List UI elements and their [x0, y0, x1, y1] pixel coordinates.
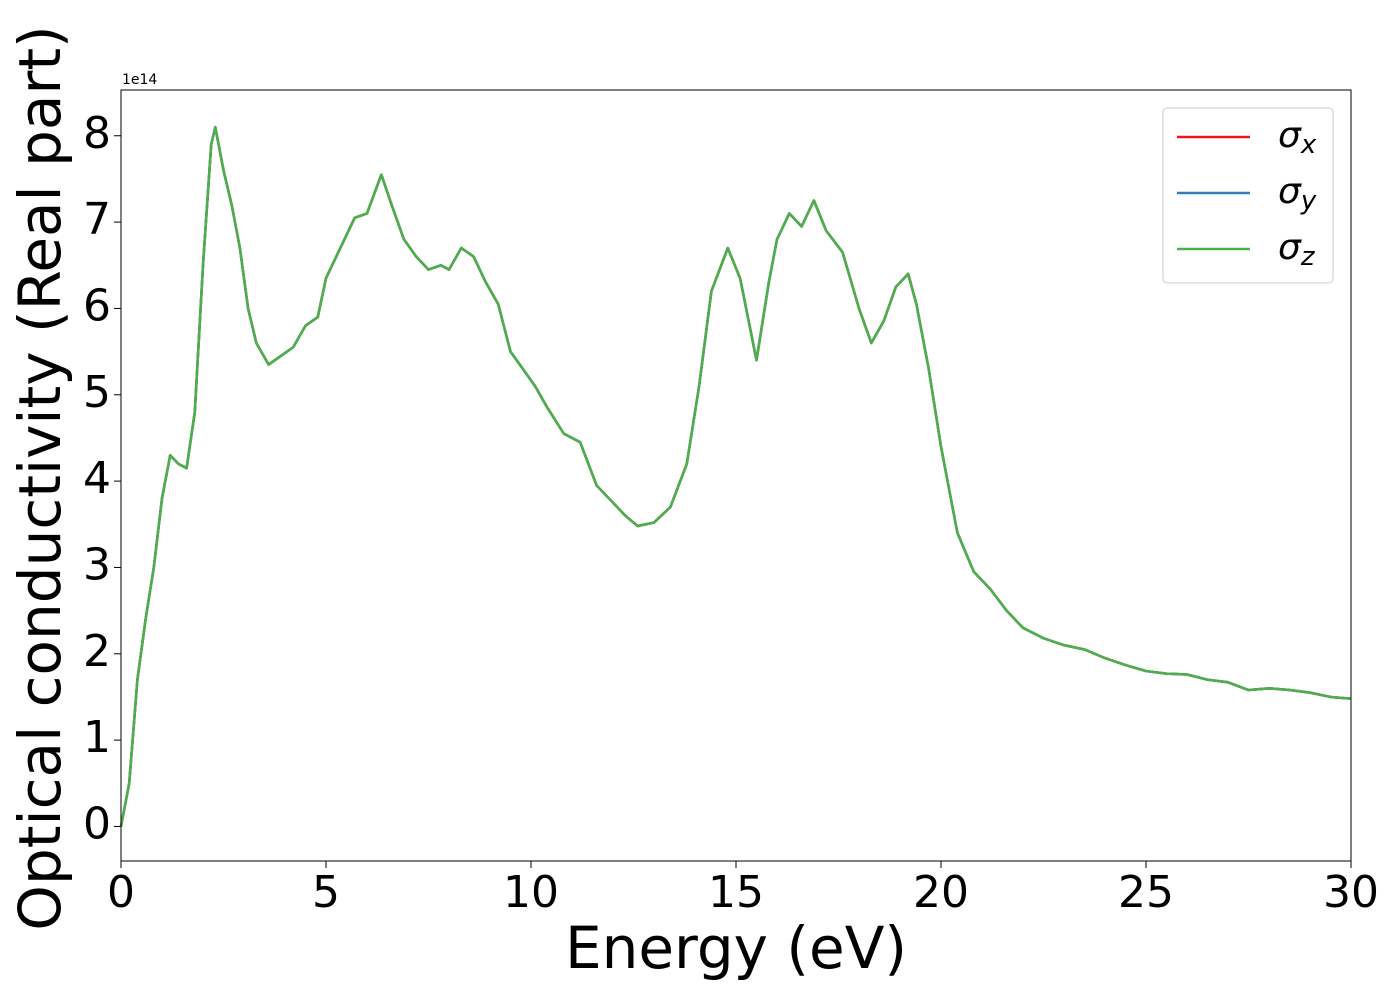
legend-label: σz	[1278, 227, 1316, 272]
y-tick-label: 6	[83, 280, 111, 331]
legend-label: σy	[1278, 171, 1317, 216]
offset-text: 1e14	[122, 72, 157, 88]
y-tick-label: 3	[83, 539, 111, 590]
series-line	[119, 125, 1352, 827]
plot-frame	[120, 89, 1352, 862]
y-tick-label: 7	[83, 194, 111, 245]
x-tick-label: 5	[312, 867, 340, 918]
x-tick-label: 0	[107, 867, 135, 918]
x-tick-label: 25	[1118, 867, 1174, 918]
x-axis-label: Energy (eV)	[565, 914, 907, 982]
x-tick-label: 30	[1323, 867, 1379, 918]
x-tick-label: 10	[503, 867, 559, 918]
y-tick-label: 4	[83, 453, 111, 504]
y-tick-label: 5	[83, 367, 111, 418]
y-tick-label: 1	[83, 712, 111, 763]
y-tick-label: 0	[83, 798, 111, 849]
x-tick-label: 20	[913, 867, 969, 918]
legend-label: σx	[1278, 115, 1317, 160]
legend-box	[1162, 107, 1334, 284]
y-tick-label: 8	[83, 108, 111, 159]
x-tick-label: 15	[708, 867, 764, 918]
y-axis-label: Optical conductivity (Real part)	[6, 25, 74, 930]
y-tick-label: 2	[83, 626, 111, 677]
